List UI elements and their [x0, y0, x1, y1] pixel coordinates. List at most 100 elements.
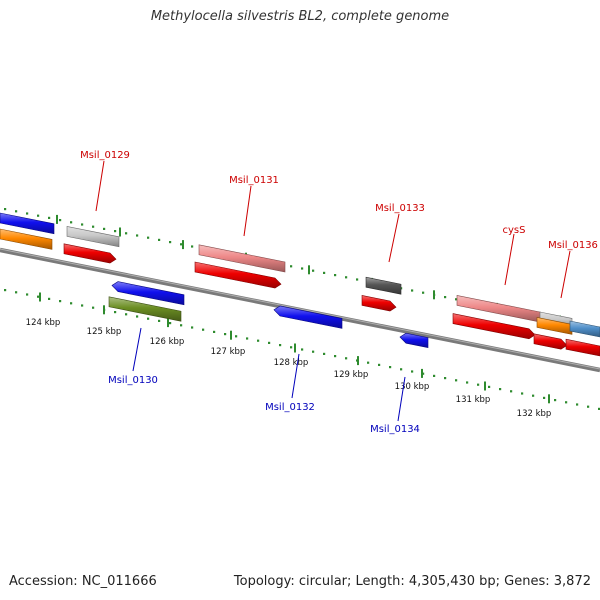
scale-label: 130 kbp [395, 382, 430, 392]
gene-feature-msil-0132-blue [273, 305, 343, 329]
bottom-scale-track-dot [114, 311, 117, 314]
top-scale-track-dot [356, 278, 359, 281]
bottom-scale-track-dot [279, 344, 282, 347]
gene-leader-line [397, 376, 406, 422]
gene-feature-msil-0136-orange [536, 317, 573, 335]
top-scale-track-dot [37, 214, 40, 217]
bottom-scale-track-dot [576, 403, 579, 406]
top-scale-track-dot [70, 221, 73, 224]
gene-label: Msil_0129 [80, 150, 130, 161]
bottom-scale-track-dot [4, 289, 7, 292]
bottom-scale-track-dot [565, 401, 568, 404]
top-scale-track-dot [26, 212, 29, 215]
top-scale-track-dot [4, 208, 7, 211]
scale-label: 131 kbp [456, 395, 491, 405]
bottom-scale-track-dot [433, 374, 436, 377]
top-scale-track-dot [301, 267, 304, 270]
bottom-scale-track-dot [125, 313, 128, 316]
scale-label: 125 kbp [87, 327, 122, 337]
bottom-scale-track-dot [312, 350, 315, 353]
gene-feature-msil-0130-blue [111, 281, 185, 306]
bottom-scale-track-dot [455, 379, 458, 382]
top-scale-track-dot [323, 271, 326, 274]
bottom-scale-track-dot [26, 293, 29, 296]
bottom-scale-track-dot [422, 372, 425, 375]
genome-title: Methylocella silvestris BL2, complete ge… [150, 9, 450, 24]
scale-label: 124 kbp [26, 318, 61, 328]
bottom-scale-track-dot [202, 328, 205, 331]
accession-text: Accession: NC_011666 [9, 574, 157, 589]
bottom-scale-track-dot [334, 355, 337, 358]
bottom-scale-track-dot [180, 324, 183, 327]
bottom-scale-track-dot [224, 333, 227, 336]
top-scale-track-dot [92, 225, 95, 228]
gene-feature-msil-0129-red [63, 243, 117, 264]
gene-label: Msil_0134 [370, 424, 420, 435]
bottom-scale-track-dot [477, 383, 480, 386]
gene-feature-msil-0134-blue [399, 332, 429, 348]
bottom-scale-track-dot [554, 399, 557, 402]
bottom-scale-track-dot [169, 322, 172, 325]
gene-label: Msil_0132 [265, 402, 315, 413]
top-scale-track-dot [15, 210, 18, 213]
top-scale-track-dot [169, 241, 172, 244]
gene-leader-line [291, 353, 300, 399]
gene-feature-steel [569, 320, 600, 338]
bottom-scale-track-dot [521, 392, 524, 395]
bottom-scale-track-dot [400, 368, 403, 371]
gene-leader-line [243, 185, 252, 237]
bottom-scale-track-dot [411, 370, 414, 373]
top-scale-track-dot [125, 232, 128, 235]
bottom-scale-track-dot [587, 405, 590, 408]
bottom-scale-track-dot [488, 385, 491, 388]
bottom-scale-track-dot [92, 306, 95, 309]
gene-leader-line [504, 233, 515, 286]
bottom-scale-track-dot [389, 366, 392, 369]
bottom-scale-track-dot [510, 390, 513, 393]
scale-label: 129 kbp [334, 370, 369, 380]
top-scale-track-dot [290, 265, 293, 268]
top-scale-track-dot [59, 219, 62, 222]
gene-label: Msil_0130 [108, 375, 158, 386]
top-scale-track-dot [158, 238, 161, 241]
bottom-scale-track-dot [48, 297, 51, 300]
gene-label: cysS [503, 225, 526, 236]
bottom-scale-track-dot [235, 335, 238, 338]
top-scale-track-dot [136, 234, 139, 237]
gene-feature-msil-0133-gray [365, 276, 402, 295]
top-scale-track-dot [422, 291, 425, 294]
gene-feature-msil-0133-red [361, 295, 397, 312]
bottom-scale-track-dot [213, 330, 216, 333]
genome-backbone-highlight [0, 248, 600, 370]
bottom-scale-track-dot [323, 352, 326, 355]
gene-feature-cyss-red [452, 313, 536, 340]
bottom-scale-track-dot [147, 317, 150, 320]
gene-label: Msil_0136 [548, 240, 598, 251]
bottom-scale-track-dot [598, 407, 600, 410]
gene-feature-msil-0130-olive [108, 296, 182, 322]
genome-summary-text: Topology: circular; Length: 4,305,430 bp… [233, 574, 591, 589]
gene-feature-msil-0136-red [533, 333, 568, 350]
gene-leader-line [388, 213, 400, 263]
top-scale-track-dot [191, 245, 194, 248]
gene-leader-line [560, 250, 571, 299]
bottom-scale-track-dot [81, 304, 84, 307]
gene-feature-msil-0131-pink [198, 244, 286, 273]
bottom-scale-track-dot [59, 300, 62, 303]
gene-label: Msil_0131 [229, 175, 279, 186]
top-scale-track-dot [411, 289, 414, 292]
top-scale-track-dot [81, 223, 84, 226]
bottom-scale-track-dot [499, 388, 502, 391]
bottom-scale-track-dot [246, 337, 249, 340]
bottom-scale-track-dot [290, 346, 293, 349]
bottom-scale-track-dot [345, 357, 348, 360]
top-scale-track-dot [180, 243, 183, 246]
bottom-scale-track-dot [191, 326, 194, 329]
bottom-scale-track-dot [378, 363, 381, 366]
bottom-scale-track-dot [268, 341, 271, 344]
gene-feature-blue [0, 212, 55, 235]
gene-feature-msil-0129 [66, 226, 120, 248]
top-scale-track-dot [48, 216, 51, 219]
